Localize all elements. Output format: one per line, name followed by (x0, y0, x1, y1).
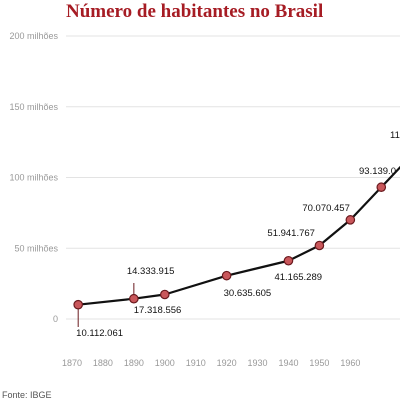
y-tick-label: 50 milhões (14, 243, 58, 253)
x-tick-label: 1960 (340, 358, 360, 368)
x-tick-label: 1870 (62, 358, 82, 368)
data-point-1940 (283, 255, 294, 266)
x-tick-label: 1900 (155, 358, 175, 368)
x-tick-label: 1910 (186, 358, 206, 368)
y-tick-label: 0 (53, 314, 58, 324)
y-tick-label: 100 milhões (9, 173, 58, 183)
data-label: 14.333.915 (127, 266, 175, 277)
data-point-1900 (159, 289, 170, 300)
series-population (73, 165, 400, 327)
series-line (78, 165, 400, 306)
data-point-1872 (73, 299, 83, 310)
x-tick-label: 1950 (309, 358, 329, 368)
data-label: 41.165.289 (274, 272, 322, 283)
x-tick-label: 1890 (124, 358, 144, 368)
data-label: 30.635.605 (224, 288, 272, 299)
data-point-1970 (376, 182, 387, 193)
grid-layer (66, 35, 400, 320)
x-tick-label: 1930 (248, 358, 268, 368)
data-label: 17.318.556 (134, 305, 182, 316)
x-tick-label: 1880 (93, 358, 113, 368)
y-tick-label: 150 milhões (9, 102, 58, 112)
y-tick-label: 200 milhões (9, 31, 58, 41)
y-tick-labels: 0 50 milhões 100 milhões 150 milhões 200 mil… (9, 31, 58, 324)
data-labels: 10.112.061 14.333.915 17.318.556 30.635.605… (76, 130, 400, 339)
data-label: 93.139.0 (359, 166, 396, 177)
data-point-1960 (345, 215, 356, 225)
data-label: 51.941.767 (267, 228, 315, 239)
x-tick-labels: 1870 1880 1890 1900 1910 1920 1930 1940 1950 1960 (62, 358, 360, 368)
x-tick-label: 1940 (278, 358, 298, 368)
data-point-1920 (221, 270, 232, 281)
x-tick-label: 1920 (217, 358, 237, 368)
source-note: Fonte: IBGE (2, 390, 52, 400)
data-point-1890 (129, 293, 139, 304)
data-point-1950 (314, 240, 325, 251)
data-label: 70.070.457 (302, 203, 350, 214)
data-label: 11 (390, 130, 400, 141)
chart-title: Número de habitantes no Brasil (66, 1, 323, 22)
data-label: 10.112.061 (76, 328, 123, 339)
